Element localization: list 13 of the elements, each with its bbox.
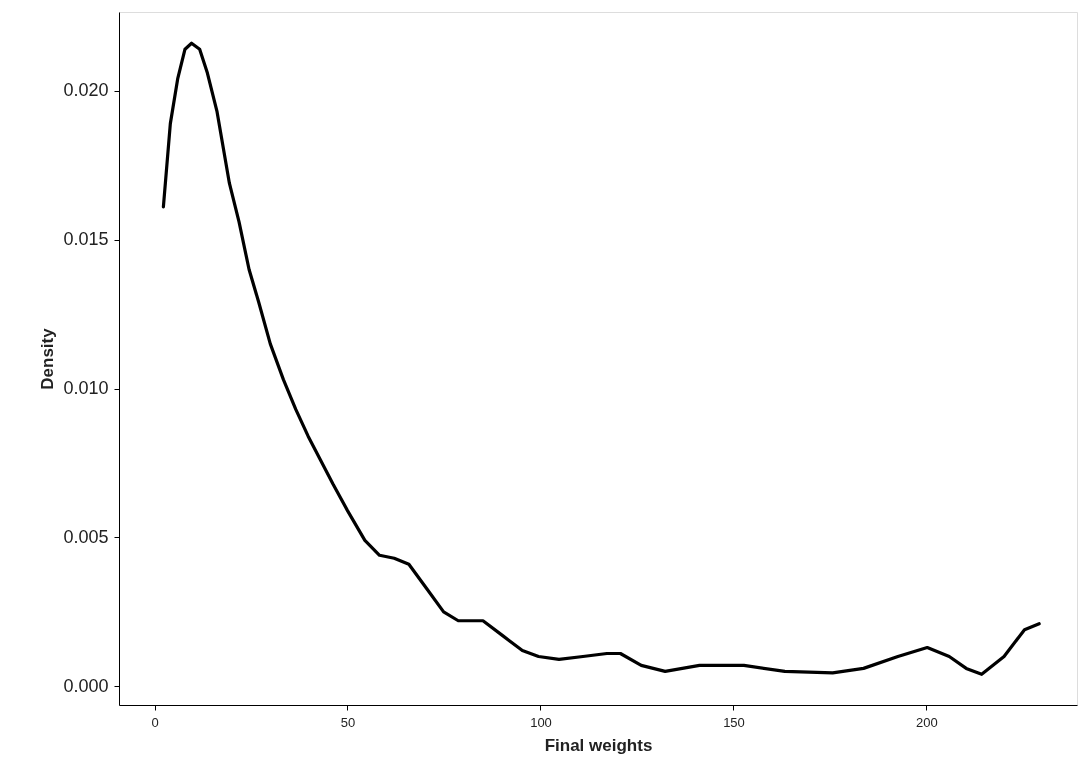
x-tick-label: 150 — [723, 714, 745, 730]
x-axis-title: Final weights — [544, 735, 653, 755]
y-tick-label: 0.000 — [63, 675, 109, 696]
y-tick-label: 0.020 — [63, 80, 109, 101]
y-tick-label: 0.005 — [63, 526, 109, 547]
y-axis-title: Density — [38, 327, 58, 390]
y-tick-label: 0.015 — [63, 229, 109, 250]
x-tick-label: 0 — [151, 714, 159, 730]
y-tick-label: 0.010 — [63, 378, 109, 399]
x-tick-label: 50 — [340, 714, 356, 730]
x-tick-label: 200 — [916, 714, 938, 730]
line-series — [161, 41, 1041, 676]
x-tick-label: 100 — [530, 714, 552, 730]
